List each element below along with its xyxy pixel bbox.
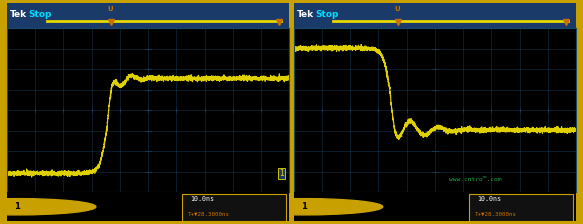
- Text: 10.0ns: 10.0ns: [477, 196, 501, 202]
- Text: 1: 1: [301, 202, 307, 211]
- FancyBboxPatch shape: [182, 194, 286, 221]
- Text: 10.0 V: 10.0 V: [35, 202, 63, 211]
- Text: 10.0 V: 10.0 V: [322, 202, 350, 211]
- Text: 10.0ns: 10.0ns: [191, 196, 215, 202]
- Text: T+▼28.3000ns: T+▼28.3000ns: [475, 211, 517, 217]
- Text: Stop: Stop: [315, 10, 338, 19]
- Text: 1: 1: [279, 169, 283, 178]
- Circle shape: [0, 199, 96, 215]
- Circle shape: [224, 199, 382, 215]
- Text: www.cntro™.com: www.cntro™.com: [449, 177, 501, 182]
- Text: T+▼28.3000ns: T+▼28.3000ns: [188, 211, 230, 217]
- Text: Stop: Stop: [28, 10, 51, 19]
- Text: U: U: [394, 6, 399, 12]
- FancyBboxPatch shape: [469, 194, 573, 221]
- Text: U: U: [107, 6, 113, 12]
- Text: Tek: Tek: [10, 10, 27, 19]
- Text: 1: 1: [14, 202, 20, 211]
- Text: Tek: Tek: [297, 10, 314, 19]
